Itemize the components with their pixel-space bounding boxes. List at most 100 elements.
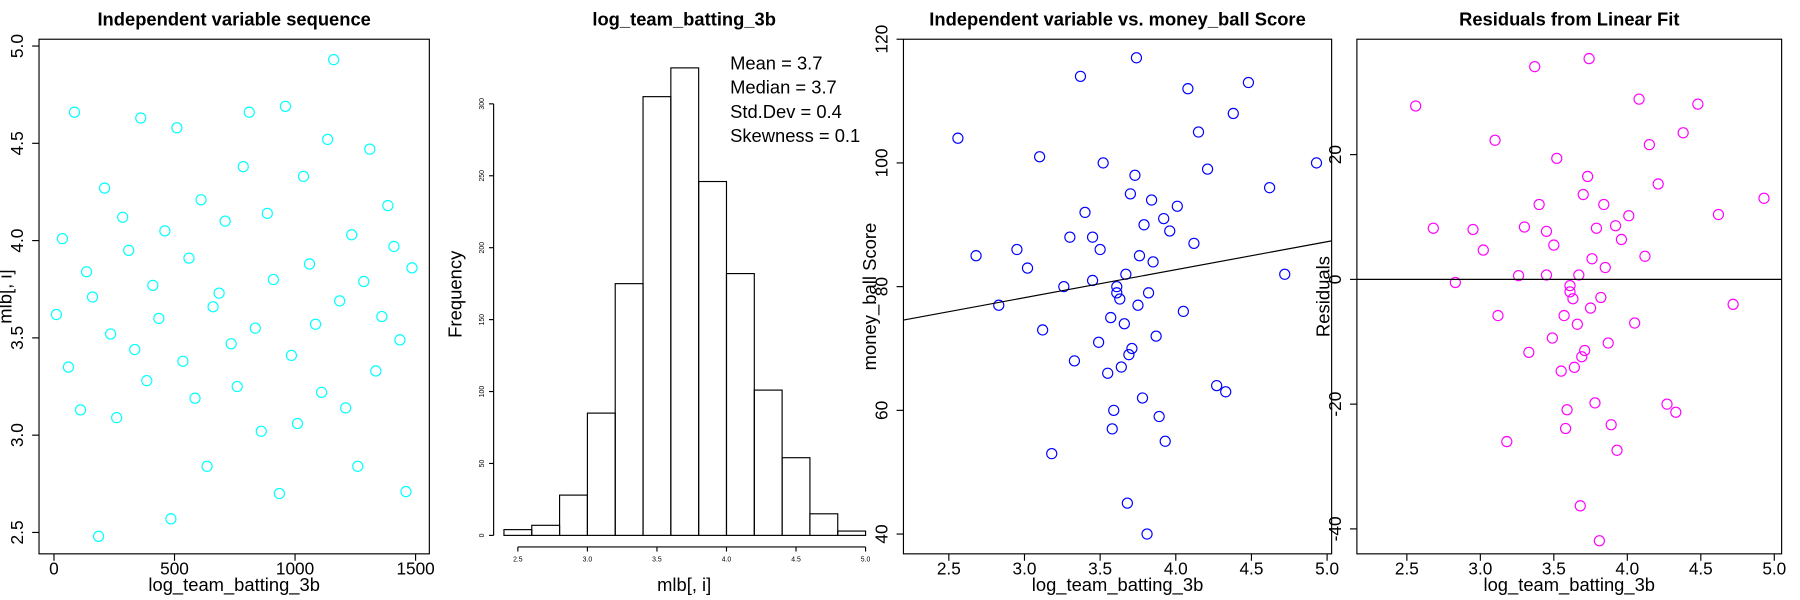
point bbox=[141, 375, 153, 387]
point bbox=[382, 199, 394, 212]
y-tick-label: 3.0 bbox=[7, 423, 27, 447]
y-axis-label: Residuals bbox=[1313, 256, 1334, 337]
point bbox=[1489, 134, 1501, 146]
point bbox=[1171, 200, 1183, 212]
point bbox=[1111, 287, 1123, 299]
point bbox=[1758, 192, 1770, 204]
point bbox=[1220, 386, 1232, 398]
annotation: Mean = 3.7 bbox=[730, 52, 822, 73]
point bbox=[1279, 268, 1291, 280]
point bbox=[1126, 342, 1138, 355]
point bbox=[1164, 225, 1176, 237]
point bbox=[1079, 206, 1091, 219]
histogram-bar bbox=[503, 529, 533, 536]
x-tick-label: 3.5 bbox=[1542, 559, 1566, 579]
point bbox=[183, 252, 195, 264]
chart-title: Residuals from Linear Fit bbox=[1459, 9, 1679, 30]
point bbox=[1633, 93, 1645, 105]
point bbox=[1677, 127, 1689, 139]
point bbox=[1589, 397, 1601, 409]
x-tick-label: 3.0 bbox=[1013, 559, 1037, 579]
point bbox=[285, 349, 298, 362]
point bbox=[111, 411, 123, 424]
point bbox=[1467, 223, 1479, 236]
point bbox=[1559, 422, 1572, 435]
point bbox=[1529, 61, 1541, 73]
point bbox=[303, 258, 316, 270]
point bbox=[1011, 243, 1023, 256]
y-tick-label: 150 bbox=[479, 314, 486, 326]
point bbox=[1037, 324, 1049, 336]
point bbox=[1124, 188, 1137, 200]
point bbox=[406, 262, 418, 274]
histogram-bar bbox=[531, 524, 561, 536]
point bbox=[1518, 221, 1531, 233]
point bbox=[346, 229, 358, 241]
point bbox=[56, 233, 69, 245]
point bbox=[267, 273, 279, 286]
point bbox=[394, 334, 406, 346]
point bbox=[147, 279, 159, 292]
histogram-bar bbox=[809, 513, 839, 536]
point bbox=[177, 355, 189, 367]
x-tick-label: 2.5 bbox=[937, 559, 961, 579]
y-tick-label: 300 bbox=[479, 98, 486, 110]
point bbox=[1558, 309, 1570, 322]
point bbox=[135, 112, 147, 124]
point bbox=[1582, 170, 1594, 183]
point bbox=[1182, 83, 1194, 95]
x-tick-label: 1000 bbox=[276, 559, 314, 579]
point bbox=[62, 361, 75, 373]
point bbox=[261, 207, 273, 220]
point bbox=[1097, 157, 1109, 169]
point bbox=[231, 380, 243, 393]
x-axis-label: log_team_batting_3b bbox=[148, 574, 319, 596]
point bbox=[1427, 222, 1439, 234]
histogram-bar bbox=[781, 457, 811, 536]
y-tick-label: 3.5 bbox=[7, 326, 27, 350]
point bbox=[1584, 302, 1597, 314]
point bbox=[1201, 163, 1214, 175]
point bbox=[159, 225, 171, 237]
point bbox=[358, 275, 370, 288]
point bbox=[1129, 169, 1141, 181]
point bbox=[1670, 406, 1682, 418]
point bbox=[1599, 261, 1611, 274]
plot-box bbox=[902, 38, 1333, 555]
point bbox=[1410, 100, 1422, 112]
point bbox=[1546, 332, 1558, 344]
point bbox=[123, 244, 135, 256]
point bbox=[370, 365, 382, 377]
point bbox=[86, 291, 99, 303]
plot-box bbox=[38, 38, 430, 555]
point bbox=[1138, 219, 1150, 231]
point bbox=[1142, 287, 1155, 299]
x-tick-label: 5.0 bbox=[1762, 559, 1786, 579]
point bbox=[1540, 225, 1553, 238]
x-tick-label: 0 bbox=[49, 559, 59, 579]
point bbox=[1564, 279, 1576, 292]
point bbox=[117, 211, 129, 223]
plot-box bbox=[1356, 38, 1783, 555]
point bbox=[1227, 107, 1239, 120]
point bbox=[1102, 367, 1114, 379]
point bbox=[129, 343, 141, 356]
point bbox=[1568, 361, 1581, 373]
y-tick-label: 80 bbox=[871, 277, 891, 296]
point bbox=[1132, 299, 1144, 311]
point bbox=[189, 392, 201, 404]
point bbox=[1564, 286, 1576, 298]
point bbox=[1123, 349, 1135, 361]
point bbox=[1492, 309, 1504, 322]
x-tick-label: 3.5 bbox=[1088, 559, 1112, 579]
point bbox=[970, 250, 982, 262]
point bbox=[291, 417, 304, 430]
point bbox=[352, 460, 364, 472]
point bbox=[334, 295, 346, 307]
point bbox=[1130, 52, 1143, 64]
y-tick-label: 100 bbox=[479, 386, 486, 398]
point bbox=[1586, 253, 1598, 265]
point bbox=[1153, 410, 1165, 423]
point bbox=[1652, 178, 1664, 190]
